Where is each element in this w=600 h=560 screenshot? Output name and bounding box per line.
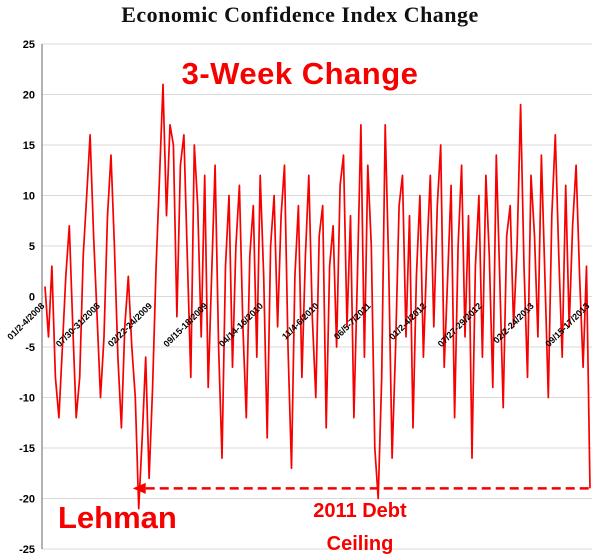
- y-tick-label: -10: [19, 393, 35, 405]
- x-tick-label: 07/30-31/2008: [54, 301, 102, 349]
- y-tick-label: 0: [29, 292, 35, 304]
- y-tick-label: 5: [29, 241, 35, 253]
- x-tick-label: 01/2-4/2008: [5, 301, 46, 342]
- y-tick-label: 10: [23, 191, 35, 203]
- y-tick-label: -15: [19, 443, 35, 455]
- chart-title: Economic Confidence Index Change: [121, 2, 479, 27]
- x-tick-label: 09/15-18/2009: [161, 301, 209, 349]
- y-tick-label: -20: [19, 494, 35, 506]
- annotation-lehman: Lehman: [58, 500, 177, 535]
- series-label: 3-Week Change: [181, 56, 419, 91]
- arrowhead-icon: [132, 482, 146, 494]
- y-tick-label: -25: [19, 544, 35, 556]
- y-tick-label: 20: [23, 90, 35, 102]
- series-line: [44, 83, 591, 510]
- y-tick-label: -5: [25, 342, 35, 354]
- annotation-debt-ceiling: 2011 Debt Ceiling: [313, 500, 407, 555]
- y-tick-label: 15: [23, 140, 35, 152]
- y-tick-label: 25: [23, 39, 35, 51]
